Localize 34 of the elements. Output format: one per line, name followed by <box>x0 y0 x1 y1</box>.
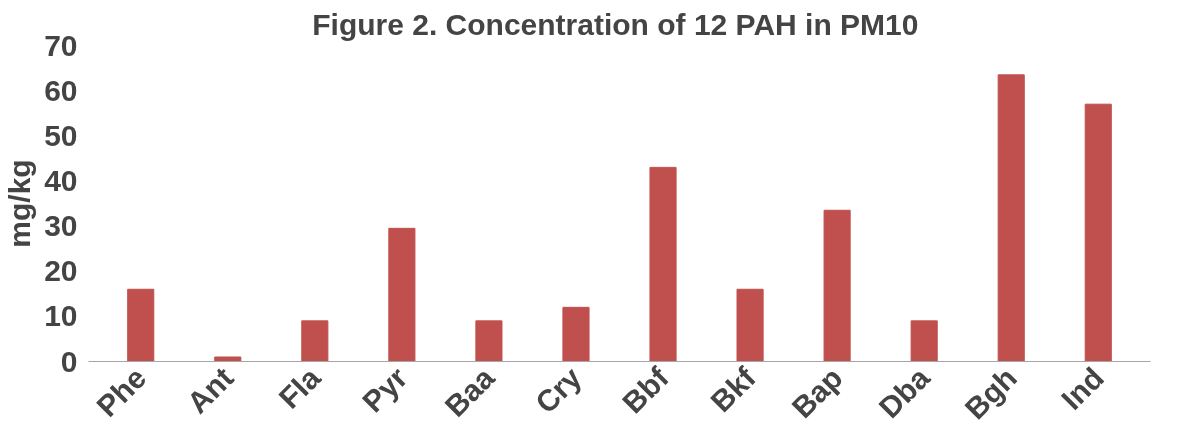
x-tick-label: Bbf <box>616 360 676 420</box>
bar <box>736 288 764 362</box>
y-tick-label: 60 <box>44 73 78 107</box>
y-tick-label: 20 <box>44 254 78 288</box>
bar <box>649 166 677 362</box>
bar <box>823 209 851 362</box>
y-tick-label: 50 <box>44 118 78 152</box>
x-tick-label: Baa <box>438 360 501 424</box>
bar <box>214 356 242 362</box>
x-tick-label: Bkf <box>704 360 763 419</box>
x-tick-label: Cry <box>528 360 588 420</box>
x-tick-label: Pyr <box>356 360 414 419</box>
x-tick-label: Bgh <box>958 360 1023 426</box>
x-tick-label: Fla <box>272 360 327 415</box>
x-tick-label: Phe <box>90 360 153 424</box>
bar <box>562 306 590 362</box>
y-tick-label: 40 <box>44 163 78 197</box>
x-tick-label: Ind <box>1054 360 1110 416</box>
chart-title: Figure 2. Concentration of 12 PAH in PM10 <box>312 7 919 41</box>
y-tick-label: 0 <box>60 344 78 378</box>
bar <box>475 320 503 362</box>
y-tick-label: 30 <box>44 209 78 243</box>
bar <box>997 74 1025 362</box>
y-tick-label: 10 <box>44 299 78 333</box>
x-tick-label: Bap <box>785 360 849 425</box>
bar <box>910 320 938 362</box>
x-tick-label: Ant <box>180 360 240 420</box>
bar <box>388 227 416 362</box>
bar <box>127 288 155 362</box>
bar <box>1084 103 1112 362</box>
y-tick-label: 70 <box>44 28 78 62</box>
bar <box>301 320 329 362</box>
y-axis-title: mg/kg <box>3 159 37 248</box>
x-tick-label: Dba <box>872 360 937 425</box>
